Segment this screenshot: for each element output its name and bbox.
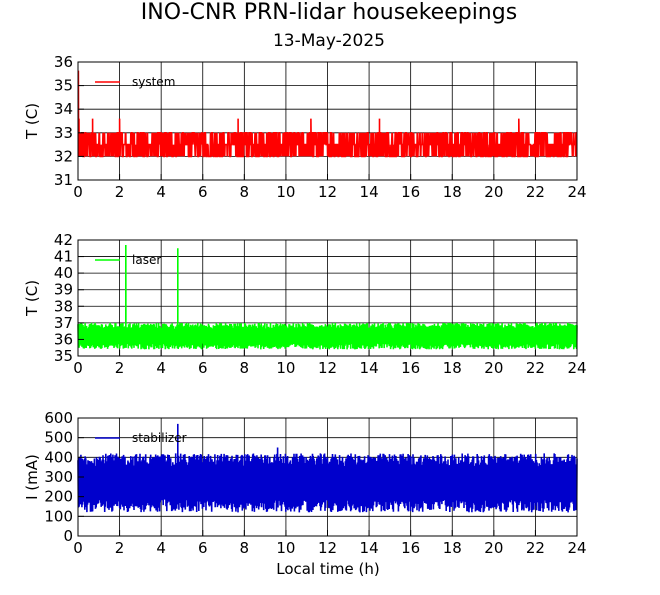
legend-label-system: system — [132, 75, 175, 89]
x-tick-label: 4 — [156, 359, 166, 377]
y-tick-label: 31 — [54, 171, 73, 189]
x-tick-label: 12 — [318, 359, 337, 377]
x-tick-label: 10 — [276, 359, 295, 377]
x-tick-label: 24 — [567, 539, 586, 557]
x-tick-label: 14 — [360, 539, 379, 557]
y-tick-label: 0 — [63, 527, 73, 545]
y-tick-label: 41 — [54, 248, 73, 266]
series-line-stabilizer — [77, 423, 578, 513]
y-tick-label: 32 — [54, 147, 73, 165]
y-tick-label: 38 — [54, 297, 73, 315]
series-line-system — [77, 70, 578, 158]
x-tick-label: 0 — [73, 359, 83, 377]
x-tick-label: 20 — [484, 359, 503, 377]
x-tick-label: 22 — [526, 539, 545, 557]
x-tick-label: 12 — [318, 183, 337, 201]
x-tick-label: 16 — [401, 183, 420, 201]
x-tick-label: 24 — [567, 359, 586, 377]
y-tick-label: 300 — [44, 468, 73, 486]
x-tick-label: 20 — [484, 183, 503, 201]
x-tick-label: 14 — [360, 359, 379, 377]
y-tick-label: 600 — [44, 409, 73, 427]
y-axis-label: T (C) — [23, 280, 41, 317]
x-tick-label: 8 — [240, 539, 250, 557]
x-tick-label: 0 — [73, 539, 83, 557]
x-tick-label: 4 — [156, 539, 166, 557]
x-tick-label: 8 — [240, 359, 250, 377]
x-tick-label: 12 — [318, 539, 337, 557]
y-tick-label: 36 — [54, 330, 73, 348]
x-tick-label: 14 — [360, 183, 379, 201]
x-tick-label: 18 — [443, 183, 462, 201]
x-tick-label: 6 — [198, 539, 208, 557]
x-tick-label: 6 — [198, 183, 208, 201]
y-tick-label: 39 — [54, 281, 73, 299]
y-tick-label: 200 — [44, 488, 73, 506]
x-tick-label: 0 — [73, 183, 83, 201]
x-axis-label: Local time (h) — [276, 560, 380, 578]
y-tick-label: 100 — [44, 507, 73, 525]
x-tick-label: 2 — [115, 359, 125, 377]
y-axis-label: T (C) — [23, 103, 41, 140]
x-tick-label: 10 — [276, 539, 295, 557]
y-tick-label: 40 — [54, 264, 73, 282]
x-tick-label: 18 — [443, 539, 462, 557]
legend-label-laser: laser — [132, 253, 161, 267]
chart-title: INO-CNR PRN-lidar housekeepings — [141, 0, 517, 25]
x-tick-label: 2 — [115, 539, 125, 557]
y-tick-label: 35 — [54, 77, 73, 95]
x-tick-label: 22 — [526, 183, 545, 201]
legend-label-stabilizer: stabilizer — [132, 431, 187, 445]
y-tick-label: 36 — [54, 53, 73, 71]
x-tick-label: 10 — [276, 183, 295, 201]
x-tick-label: 24 — [567, 183, 586, 201]
x-tick-label: 18 — [443, 359, 462, 377]
x-tick-label: 16 — [401, 539, 420, 557]
y-tick-label: 34 — [54, 100, 73, 118]
x-tick-label: 4 — [156, 183, 166, 201]
x-tick-label: 6 — [198, 359, 208, 377]
series-line-laser — [77, 244, 578, 350]
y-tick-label: 42 — [54, 231, 73, 249]
x-tick-label: 20 — [484, 539, 503, 557]
y-tick-label: 400 — [44, 448, 73, 466]
chart-subtitle: 13-May-2025 — [273, 31, 385, 51]
y-tick-label: 37 — [54, 314, 73, 332]
y-tick-label: 35 — [54, 347, 73, 365]
x-tick-label: 16 — [401, 359, 420, 377]
x-tick-label: 2 — [115, 183, 125, 201]
y-axis-label: I (mA) — [23, 454, 41, 500]
x-tick-label: 22 — [526, 359, 545, 377]
y-tick-label: 500 — [44, 429, 73, 447]
y-tick-label: 33 — [54, 124, 73, 142]
x-tick-label: 8 — [240, 183, 250, 201]
